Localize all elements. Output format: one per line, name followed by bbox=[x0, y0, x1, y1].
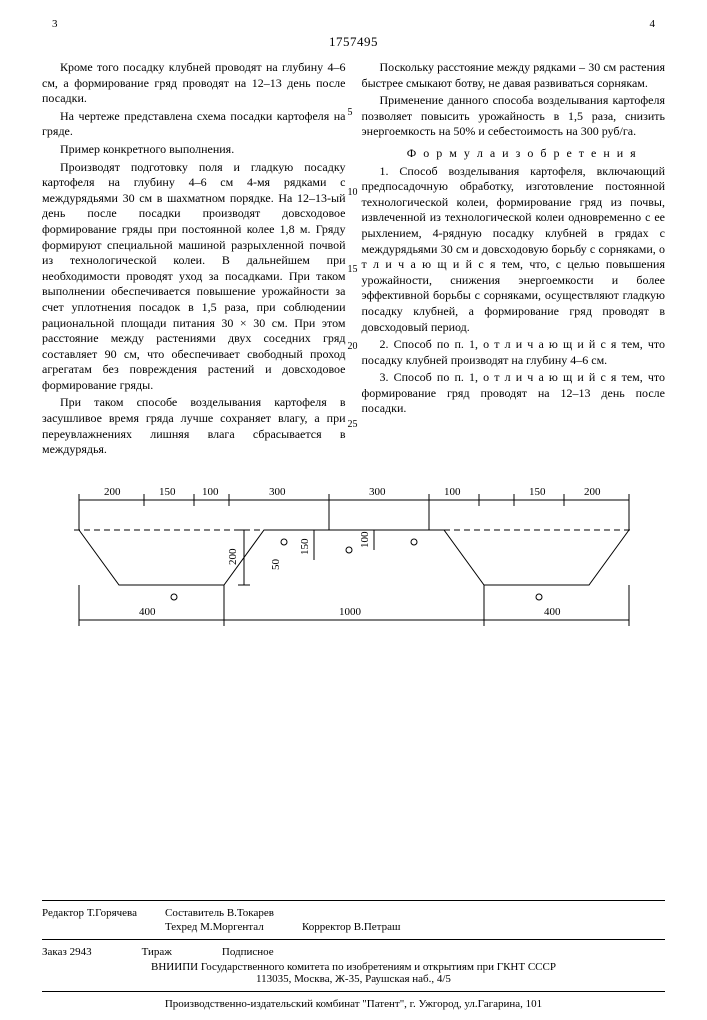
dim-label: 150 bbox=[299, 538, 311, 555]
line-number: 15 bbox=[348, 265, 358, 275]
page-column-numbers: 3 4 bbox=[52, 18, 655, 30]
text-columns: Кроме того посадку клубней проводят на г… bbox=[42, 60, 665, 460]
dim-label: 100 bbox=[202, 486, 219, 498]
credits-row: Редактор Т.Горячева Составитель В.Токаре… bbox=[42, 907, 665, 933]
dim-label: 150 bbox=[529, 486, 546, 498]
claim: 3. Способ по п. 1, о т л и ч а ю щ и й с… bbox=[362, 370, 666, 417]
paragraph: Поскольку расстояние между рядками – 30 … bbox=[362, 60, 666, 91]
paragraph: Применение данного способа возделывания … bbox=[362, 93, 666, 140]
dim-label: 50 bbox=[270, 558, 282, 570]
paragraph: Пример конкретного выполнения. bbox=[42, 142, 346, 158]
dim-label: 100 bbox=[444, 486, 461, 498]
col-num-left: 3 bbox=[52, 18, 58, 30]
cross-section-diagram: 200 150 100 300 300 100 150 200 200 150 … bbox=[42, 470, 665, 640]
dim-label: 100 bbox=[359, 531, 371, 548]
order-cell: Заказ 2943 bbox=[42, 946, 92, 958]
techred-line: Техред М.Моргентал bbox=[165, 921, 274, 933]
dim-label: 300 bbox=[369, 486, 386, 498]
tirazh-cell: Тираж bbox=[142, 946, 172, 958]
right-column: 5 10 15 20 25 Поскольку расстояние между… bbox=[362, 60, 666, 460]
editor-line: Редактор Т.Горячева bbox=[42, 907, 137, 919]
dim-label: 1000 bbox=[339, 606, 362, 618]
dim-label: 200 bbox=[584, 486, 601, 498]
imprint-footer: Редактор Т.Горячева Составитель В.Токаре… bbox=[42, 900, 665, 1010]
claim: 2. Способ по п. 1, о т л и ч а ю щ и й с… bbox=[362, 337, 666, 368]
dim-label: 150 bbox=[159, 486, 176, 498]
paragraph: При таком способе возделывания картофеля… bbox=[42, 395, 346, 457]
claim: 1. Способ возделывания картофеля, включа… bbox=[362, 164, 666, 336]
dim-label: 200 bbox=[227, 548, 239, 565]
line-number: 20 bbox=[348, 342, 358, 352]
paragraph: На чертеже представлена схема посадки ка… bbox=[42, 109, 346, 140]
divider bbox=[42, 939, 665, 940]
dim-label: 400 bbox=[544, 606, 561, 618]
col-num-right: 4 bbox=[650, 18, 656, 30]
compiler-line: Составитель В.Токарев bbox=[165, 907, 274, 919]
vniipi-line: ВНИИПИ Государственного комитета по изоб… bbox=[42, 961, 665, 973]
paragraph: Кроме того посадку клубней проводят на г… bbox=[42, 60, 346, 107]
podpisnoe-cell: Подписное bbox=[222, 946, 274, 958]
patent-page: 3 4 1757495 Кроме того посадку клубней п… bbox=[0, 0, 707, 1020]
dim-label: 300 bbox=[269, 486, 286, 498]
left-column: Кроме того посадку клубней проводят на г… bbox=[42, 60, 346, 460]
corrector-line: Корректор В.Петраш bbox=[302, 921, 401, 933]
diagram-svg: 200 150 100 300 300 100 150 200 200 150 … bbox=[74, 470, 634, 640]
document-number: 1757495 bbox=[42, 34, 665, 50]
line-number: 25 bbox=[348, 420, 358, 430]
paragraph: Производят подготовку поля и гладкую пос… bbox=[42, 160, 346, 394]
address-line: 113035, Москва, Ж-35, Раушская наб., 4/5 bbox=[42, 973, 665, 985]
line-number: 5 bbox=[348, 108, 353, 118]
order-row: Заказ 2943 Тираж Подписное bbox=[42, 946, 665, 958]
dim-label: 400 bbox=[139, 606, 156, 618]
line-number: 10 bbox=[348, 188, 358, 198]
divider bbox=[42, 900, 665, 901]
divider bbox=[42, 991, 665, 992]
dim-label: 200 bbox=[104, 486, 121, 498]
claims-heading: Ф о р м у л а и з о б р е т е н и я bbox=[362, 146, 666, 162]
